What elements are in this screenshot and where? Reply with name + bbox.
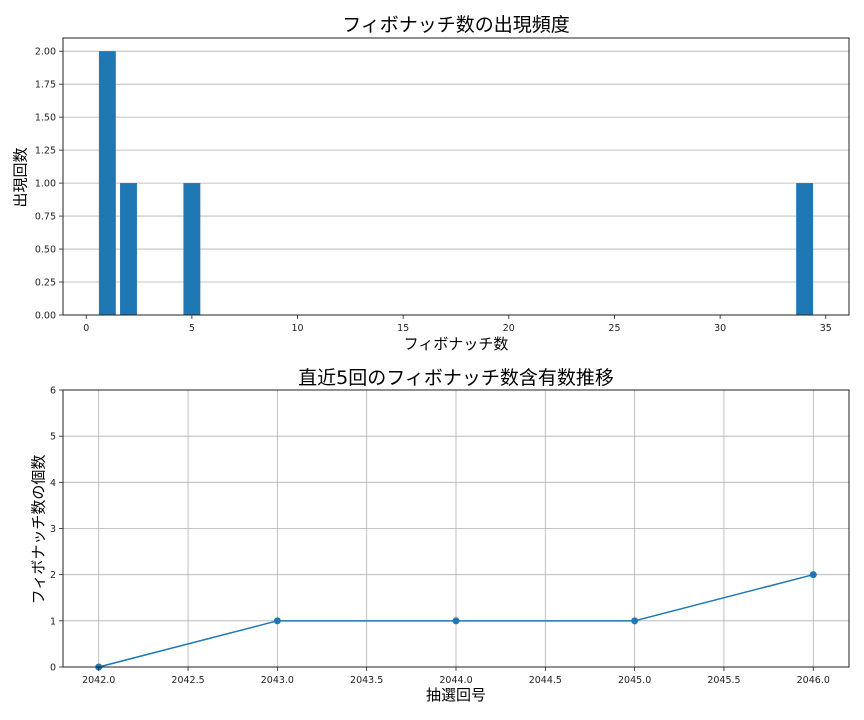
y-tick-label: 6 [50,386,56,397]
data-point [631,617,639,625]
y-tick-label: 2 [50,570,56,581]
x-tick-label: 2046.0 [797,675,830,686]
x-tick-label: 2042.5 [171,675,204,686]
line-chart-title: 直近5回のフィボナッチ数含有数推移 [298,367,614,389]
data-point [273,617,281,625]
bar-chart-title: フィボナッチ数の出現頻度 [342,14,570,36]
x-tick-label: 35 [820,323,832,334]
plot-frame [62,37,850,316]
y-tick-label: 0.00 [35,311,56,322]
bar-chart: 0 5 10 15 20 25 30 35 0.00 0.25 0.50 0.75 1.00 1.25 1.… [35,37,850,334]
x-tick-label: 2043.0 [261,675,294,686]
y-tick-label: 1.75 [35,80,56,91]
y-tick-label: 3 [50,524,56,535]
x-tick-label: 15 [397,323,409,334]
y-tick-label: 4 [50,478,56,489]
x-tick-label: 2042.0 [82,675,115,686]
y-tick-label: 0 [50,663,56,674]
bar [120,183,137,315]
line-chart-ylabel: フィボナッチ数の個数 [29,454,48,605]
x-tick-label: 25 [608,323,620,334]
y-tick-label: 1.25 [35,146,56,157]
bar-chart-xlabel: フィボナッチ数 [403,335,509,353]
bar [796,183,814,315]
data-point [809,571,817,579]
x-tick-label: 5 [189,323,195,334]
x-tick-label: 30 [714,323,726,334]
y-tick-label: 0.75 [35,212,56,223]
x-tick-label: 2044.0 [439,675,472,686]
bar [183,183,201,315]
bar [98,51,116,315]
data-point [452,617,460,625]
y-tick-label: 0.25 [35,278,56,289]
x-tick-label: 10 [291,323,303,334]
y-tick-label: 1 [50,616,56,627]
line-chart-xlabel: 抽選回号 [425,686,486,704]
x-tick-label: 0 [83,323,89,334]
x-tick-label: 2045.5 [707,675,740,686]
y-tick-label: 1.00 [35,179,56,190]
y-tick-label: 1.50 [35,113,56,124]
y-tick-label: 2.00 [35,47,56,58]
y-tick-label: 0.50 [35,245,56,256]
x-tick-label: 2045.0 [618,675,651,686]
x-tick-label: 2044.5 [529,675,562,686]
x-tick-label: 2043.5 [350,675,383,686]
x-tick-label: 20 [503,323,515,334]
y-tick-label: 5 [50,432,56,443]
